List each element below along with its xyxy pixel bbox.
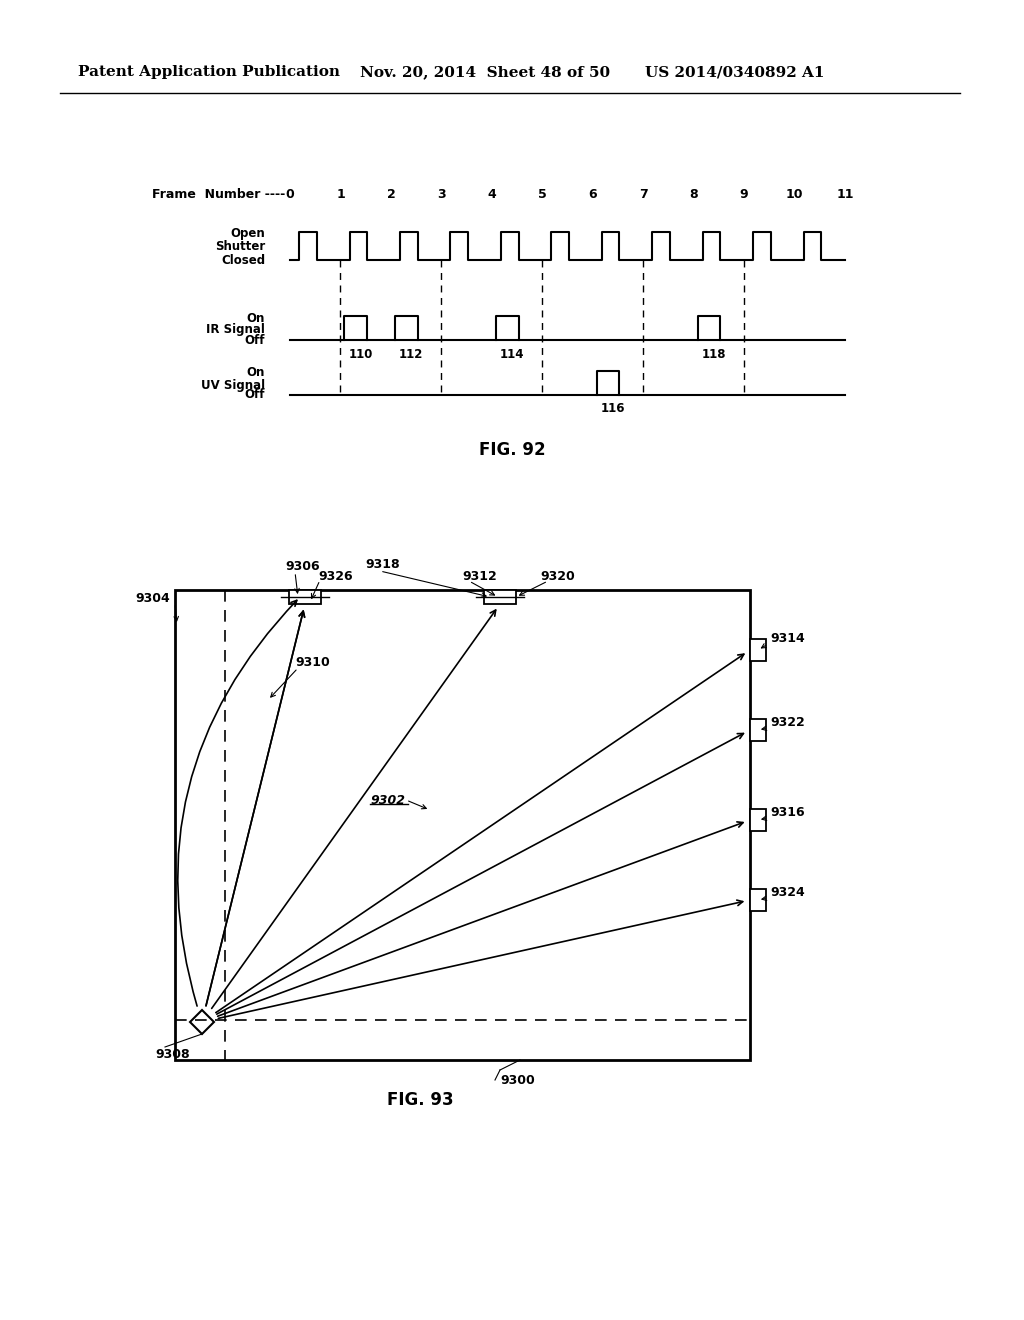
Text: 9302: 9302 [370,793,406,807]
Text: US 2014/0340892 A1: US 2014/0340892 A1 [645,65,824,79]
Text: 6: 6 [589,189,597,202]
Text: 9308: 9308 [155,1048,189,1061]
Text: 9: 9 [739,189,749,202]
Text: 7: 7 [639,189,647,202]
Text: 9310: 9310 [295,656,330,668]
Text: 9304: 9304 [135,591,170,605]
Text: 9326: 9326 [318,569,352,582]
Bar [750,888,766,911]
Text: 1: 1 [336,189,345,202]
Text: 110: 110 [348,347,373,360]
Text: 9324: 9324 [770,886,805,899]
Text: 9314: 9314 [770,631,805,644]
Text: Frame  Number ----: Frame Number ---- [152,189,285,202]
Text: On: On [247,312,265,325]
Text: 9320: 9320 [540,569,574,582]
Text: Open: Open [230,227,265,240]
Text: 5: 5 [538,189,547,202]
Text: 118: 118 [701,347,726,360]
Polygon shape [190,1010,214,1034]
Text: Nov. 20, 2014  Sheet 48 of 50: Nov. 20, 2014 Sheet 48 of 50 [360,65,610,79]
Text: IR Signal: IR Signal [206,323,265,337]
Text: 8: 8 [689,189,698,202]
Text: 114: 114 [500,347,524,360]
Text: 116: 116 [601,403,626,416]
Bar [289,590,321,605]
Text: 9306: 9306 [285,560,319,573]
Bar [750,639,766,661]
Text: 11: 11 [837,189,854,202]
Bar [484,590,516,605]
Text: 10: 10 [785,189,803,202]
Text: Off: Off [245,334,265,346]
Text: 9322: 9322 [770,715,805,729]
Text: Patent Application Publication: Patent Application Publication [78,65,340,79]
Text: UV Signal: UV Signal [201,379,265,392]
Bar [750,719,766,741]
Text: 9312: 9312 [462,569,497,582]
Text: FIG. 92: FIG. 92 [478,441,546,459]
Text: FIG. 93: FIG. 93 [387,1092,454,1109]
Bar [750,809,766,832]
Text: 2: 2 [386,189,395,202]
Text: 9318: 9318 [365,558,399,572]
Text: Shutter: Shutter [215,239,265,252]
Text: 3: 3 [437,189,445,202]
Text: 4: 4 [487,189,497,202]
Text: 9300: 9300 [500,1073,535,1086]
Text: On: On [247,367,265,380]
Text: 9316: 9316 [770,805,805,818]
Text: 112: 112 [399,347,423,360]
Text: Closed: Closed [221,253,265,267]
Text: 0: 0 [286,189,294,202]
Bar [175,590,750,1060]
Text: Off: Off [245,388,265,401]
